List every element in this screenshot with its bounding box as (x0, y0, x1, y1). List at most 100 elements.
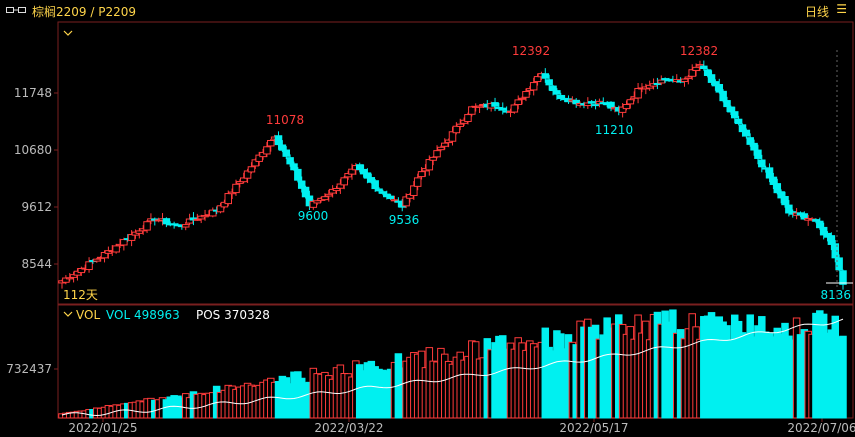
period-selector[interactable]: 日线 (804, 5, 829, 19)
candle-body (259, 151, 267, 158)
candle-body (529, 82, 538, 91)
candle-body (162, 218, 171, 225)
candle-body (441, 142, 449, 147)
candle-body (197, 215, 205, 220)
candle-body (328, 188, 337, 194)
candle-body (553, 90, 561, 95)
candle-body (383, 193, 391, 198)
candle-body (355, 164, 364, 171)
y-tick-label: 8544 (21, 257, 52, 271)
candle-body (730, 111, 739, 119)
candle-body (545, 79, 553, 86)
candle-body (297, 180, 306, 189)
y-tick-label: 11748 (14, 86, 52, 100)
candle-body (499, 107, 507, 111)
candle-body (626, 99, 635, 105)
candle-body (475, 105, 484, 108)
candle-body (216, 205, 225, 213)
candle-body (278, 144, 287, 151)
candle-body (263, 146, 271, 155)
candle-body (572, 99, 580, 105)
x-tick-label: 2022/05/17 (559, 421, 628, 435)
menu-icon[interactable]: ☰ (836, 2, 847, 16)
candle-body (336, 183, 345, 189)
candle-body (243, 170, 252, 179)
candle-body (282, 149, 290, 157)
candle-body (587, 101, 596, 104)
price-annotation: 9600 (298, 209, 329, 223)
candle-body (618, 106, 627, 113)
candle-body (607, 101, 615, 109)
candle-body (715, 84, 724, 93)
candle-body (738, 124, 747, 133)
y-tick-label: 9612 (21, 200, 52, 214)
candle-body (696, 64, 704, 67)
candle-body (700, 65, 708, 70)
x-tick-label: 2022/01/25 (68, 421, 137, 435)
candle-body (135, 230, 144, 234)
candle-body (557, 94, 565, 100)
candle-body (267, 139, 275, 147)
candle-body (286, 157, 294, 165)
candle-body (325, 193, 333, 197)
candle-body (657, 79, 666, 84)
candle-body (437, 146, 445, 151)
candle-body (707, 74, 716, 83)
candle-body (379, 191, 387, 194)
candle-body (827, 235, 836, 245)
chevron-down-icon (63, 30, 73, 36)
price-annotation: 12392 (512, 44, 550, 58)
candle-body (819, 226, 828, 236)
candle-body (491, 102, 499, 107)
candle-body (255, 154, 263, 162)
price-annotation: 12382 (680, 44, 718, 58)
candle-body (464, 114, 472, 122)
candle-body (185, 218, 194, 224)
candle-body (584, 102, 592, 107)
candle-body (344, 173, 352, 178)
candle-body (723, 100, 731, 108)
bars-count-label: 112天 (63, 288, 98, 302)
candle-body (599, 102, 608, 105)
title-bar: 棕榈2209 / P2209 日线 ☰ (0, 0, 855, 22)
candle-body (386, 195, 395, 200)
candle-body (402, 196, 410, 207)
volume-tick-label: 732437 (6, 362, 52, 376)
candle-body (100, 251, 109, 259)
candle-body (456, 123, 464, 127)
last-price-label: 8136 (820, 288, 851, 302)
candle-body (332, 188, 341, 192)
volume-chevron-icon (63, 311, 73, 317)
candle-body (746, 137, 754, 145)
candle-body (410, 185, 418, 197)
x-tick-label: 2022/07/06 (787, 421, 855, 435)
position-value: POS 370328 (196, 308, 270, 322)
price-annotation: 11078 (266, 113, 304, 127)
candle-body (127, 234, 136, 241)
x-tick-label: 2022/03/22 (314, 421, 383, 435)
candle-body (359, 168, 368, 175)
candle-body (734, 118, 743, 125)
candle-body (591, 104, 600, 107)
candle-body (653, 82, 662, 85)
candle-body (835, 257, 843, 271)
candle-body (93, 258, 101, 262)
candle-body (375, 188, 383, 192)
candle-body (417, 171, 426, 178)
candle-body (143, 221, 151, 231)
candle-body (193, 218, 202, 221)
candle-body (247, 166, 256, 173)
price-annotation: 11210 (595, 123, 633, 137)
candle-body (112, 245, 120, 253)
candle-body (394, 200, 403, 203)
candle-body (518, 97, 526, 100)
link-icon[interactable] (6, 5, 26, 15)
volume-legend-label: VOL (76, 308, 100, 322)
candle-body (313, 200, 321, 204)
candle-body (816, 220, 824, 229)
candle-body (236, 181, 244, 184)
candle-body (239, 177, 248, 183)
candle-body (622, 104, 631, 110)
candle-body (290, 163, 298, 171)
